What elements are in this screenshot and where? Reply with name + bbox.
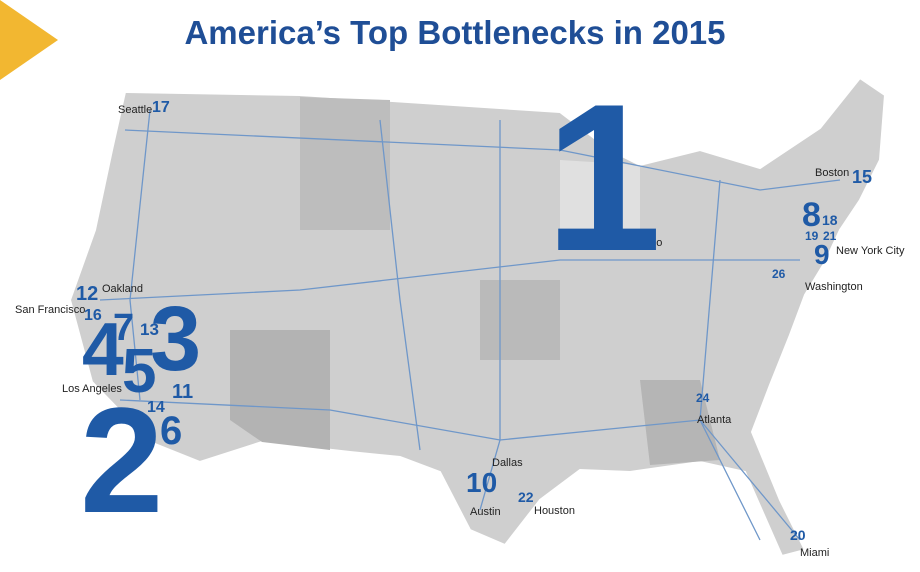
state-shade [230, 330, 330, 450]
city-label: Houston [534, 505, 575, 517]
rank-label: 10 [466, 467, 497, 498]
rank-label: 20 [790, 527, 806, 543]
rank-label: 1 [545, 60, 662, 295]
rank-label: 9 [814, 239, 830, 270]
rank-label: 4 [82, 307, 124, 391]
city-label: Dallas [492, 457, 523, 469]
city-label: Los Angeles [62, 383, 122, 395]
city-label: Boston [815, 167, 849, 179]
state-shade [560, 160, 640, 230]
road [129, 109, 151, 401]
city-label: Seattle [118, 104, 152, 116]
road [99, 259, 800, 301]
city-label: Austin [470, 506, 501, 518]
labels: Seattle Chicago Boston New York City Washing… [15, 60, 905, 559]
rank-label: 2 [80, 376, 163, 544]
rank-label: 12 [76, 283, 98, 305]
rank-label: 24 [696, 391, 710, 405]
city-label: Chicago [622, 237, 662, 249]
city-label: Washington [805, 281, 863, 293]
rank-label: 3 [150, 288, 201, 390]
city-label: Oakland [102, 283, 143, 295]
rank-label: 21 [823, 229, 837, 243]
rank-label: 8 [802, 196, 821, 234]
rank-label: 5 [122, 337, 156, 406]
road [379, 119, 421, 451]
rank-label: 13 [140, 320, 159, 339]
city-label: Miami [800, 547, 829, 559]
city-label: San Francisco [15, 304, 85, 316]
title: America’s Top Bottlenecks in 2015 [184, 14, 725, 51]
rank-label: 19 [805, 229, 819, 243]
road [699, 179, 761, 541]
rank-label: 18 [822, 212, 838, 228]
city-label: Atlanta [697, 414, 732, 426]
road [479, 120, 501, 511]
rank-label: 15 [852, 167, 872, 187]
us-map [68, 76, 887, 558]
rank-label: 11 [172, 381, 193, 403]
rank-label: 22 [518, 489, 534, 505]
road [124, 129, 841, 191]
rank-label: 14 [147, 399, 165, 416]
rank-label: 6 [160, 409, 182, 453]
rank-label: 17 [152, 99, 170, 116]
corner-triangle [0, 0, 58, 80]
rank-label: 26 [772, 267, 786, 281]
rank-label: 7 [113, 307, 134, 349]
rank-label: 16 [84, 307, 102, 324]
city-label: New York City [836, 245, 905, 257]
state-shade [300, 97, 390, 230]
